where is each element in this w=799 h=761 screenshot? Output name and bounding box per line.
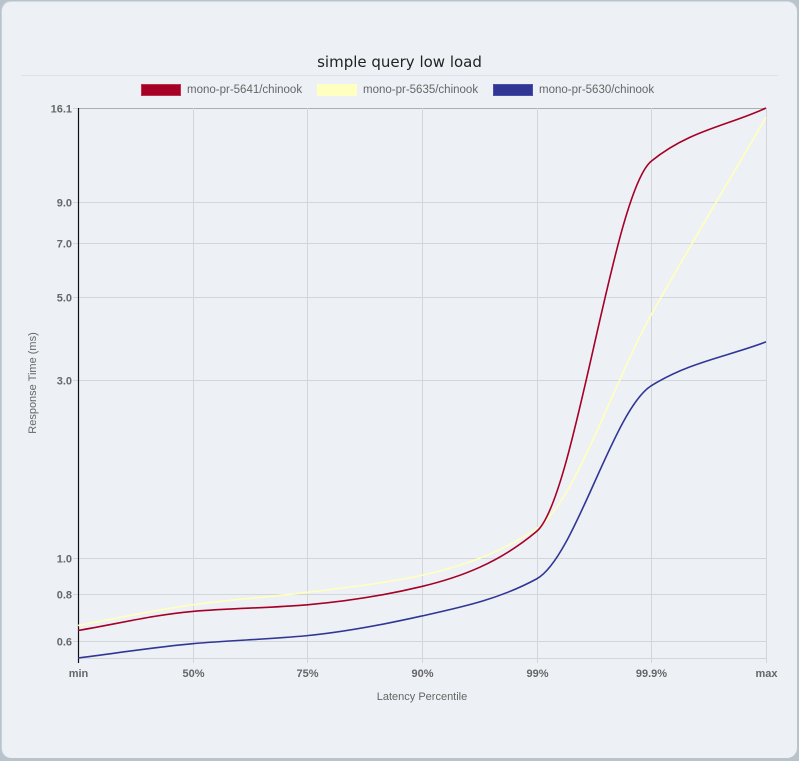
x-tick-label: 99% xyxy=(526,668,548,680)
legend-label: mono-pr-5635/chinook xyxy=(363,84,479,96)
legend-label: mono-pr-5630/chinook xyxy=(539,84,655,96)
x-tick-label: min xyxy=(69,668,89,680)
x-tick-label: 99.9% xyxy=(636,668,667,680)
chart-title: simple query low load xyxy=(317,53,482,71)
legend-swatch xyxy=(493,84,533,96)
chart-legend: mono-pr-5641/chinook mono-pr-5635/chinoo… xyxy=(0,84,799,100)
title-divider xyxy=(21,75,778,76)
x-axis-title: Latency Percentile xyxy=(377,691,468,703)
legend-item-5630[interactable]: mono-pr-5630/chinook xyxy=(493,84,654,96)
legend-item-5635[interactable]: mono-pr-5635/chinook xyxy=(317,84,478,96)
y-tick-label: 1.0 xyxy=(57,554,72,566)
y-tick-label: 9.0 xyxy=(57,198,72,210)
legend-item-5641[interactable]: mono-pr-5641/chinook xyxy=(141,84,302,96)
series-line-mono-pr-5630-chinook xyxy=(77,341,767,659)
y-tick-label: 7.0 xyxy=(57,239,72,251)
x-tick-label: max xyxy=(755,668,778,680)
x-tick-label: 90% xyxy=(411,668,433,680)
legend-label: mono-pr-5641/chinook xyxy=(187,84,303,96)
y-axis-title: Response Time (ms) xyxy=(27,332,39,433)
legend-swatch xyxy=(141,84,181,96)
x-tick-label: 75% xyxy=(296,668,318,680)
y-tick-label: 0.8 xyxy=(57,590,72,602)
y-tick-label: 16.1 xyxy=(51,104,72,116)
x-tick-label: 50% xyxy=(182,668,204,680)
y-tick-label: 0.6 xyxy=(57,637,72,649)
data-series xyxy=(77,107,767,659)
x-axis-ticks: min 50% 75% 90% 99% 99.9% max xyxy=(69,668,779,680)
y-axis-ticks: 16.1 9.0 7.0 5.0 3.0 1.0 0.8 0.6 xyxy=(51,104,72,649)
legend-swatch xyxy=(317,84,357,96)
grid-lines xyxy=(73,108,767,663)
y-tick-label: 3.0 xyxy=(57,376,72,388)
series-line-mono-pr-5635-chinook xyxy=(77,116,767,627)
series-line-mono-pr-5641-chinook xyxy=(77,107,767,632)
y-tick-label: 5.0 xyxy=(57,293,72,305)
